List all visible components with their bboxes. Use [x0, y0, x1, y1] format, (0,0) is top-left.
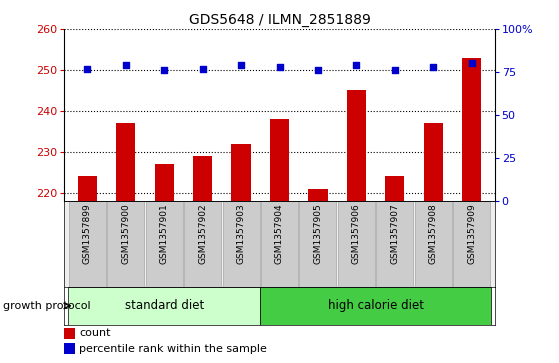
Point	[236, 62, 245, 68]
FancyBboxPatch shape	[453, 201, 490, 287]
Text: GSM1357905: GSM1357905	[314, 204, 323, 264]
Point	[275, 64, 284, 70]
Text: growth protocol: growth protocol	[3, 301, 91, 311]
Bar	[231, 144, 250, 201]
Text: GSM1357900: GSM1357900	[121, 204, 130, 264]
Bar	[309, 189, 328, 201]
FancyBboxPatch shape	[376, 201, 413, 287]
FancyBboxPatch shape	[338, 201, 375, 287]
Bar	[155, 164, 174, 201]
Bar	[64, 343, 75, 354]
FancyBboxPatch shape	[146, 201, 183, 287]
Text: GSM1357901: GSM1357901	[160, 204, 169, 264]
Text: GSM1357902: GSM1357902	[198, 204, 207, 264]
Point	[467, 61, 476, 66]
Bar	[270, 119, 289, 201]
FancyBboxPatch shape	[184, 201, 221, 287]
FancyBboxPatch shape	[300, 201, 337, 287]
FancyBboxPatch shape	[260, 287, 491, 325]
FancyBboxPatch shape	[222, 201, 259, 287]
Text: count: count	[79, 329, 111, 338]
Text: GSM1357908: GSM1357908	[429, 204, 438, 264]
Bar	[462, 58, 481, 201]
Title: GDS5648 / ILMN_2851889: GDS5648 / ILMN_2851889	[188, 13, 371, 26]
Text: GSM1357904: GSM1357904	[275, 204, 284, 264]
Point	[121, 62, 130, 68]
FancyBboxPatch shape	[415, 201, 452, 287]
Text: GSM1357903: GSM1357903	[236, 204, 245, 264]
Point	[390, 68, 399, 73]
Point	[198, 66, 207, 72]
Text: percentile rank within the sample: percentile rank within the sample	[79, 344, 267, 354]
Bar	[78, 176, 97, 201]
Text: standard diet: standard diet	[125, 299, 204, 313]
Bar	[424, 123, 443, 201]
Point	[314, 68, 323, 73]
Text: GSM1357909: GSM1357909	[467, 204, 476, 264]
Bar	[347, 90, 366, 201]
Bar	[64, 328, 75, 339]
FancyBboxPatch shape	[69, 201, 106, 287]
Text: GSM1357899: GSM1357899	[83, 204, 92, 264]
FancyBboxPatch shape	[107, 201, 144, 287]
Text: high calorie diet: high calorie diet	[328, 299, 424, 313]
Point	[160, 68, 169, 73]
Bar	[116, 123, 135, 201]
Bar	[385, 176, 404, 201]
Text: GSM1357906: GSM1357906	[352, 204, 361, 264]
Point	[429, 64, 438, 70]
FancyBboxPatch shape	[261, 201, 298, 287]
Text: GSM1357907: GSM1357907	[390, 204, 399, 264]
FancyBboxPatch shape	[68, 287, 260, 325]
Bar	[193, 156, 212, 201]
Point	[83, 66, 92, 72]
Point	[352, 62, 361, 68]
